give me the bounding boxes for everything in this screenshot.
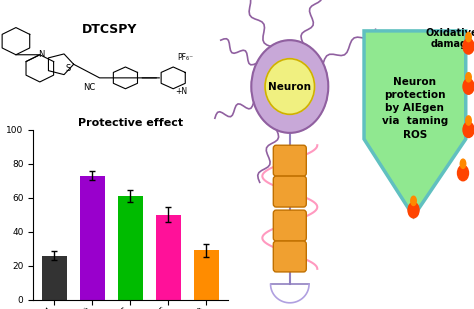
Polygon shape: [364, 31, 466, 216]
Ellipse shape: [408, 202, 419, 218]
Bar: [156, 215, 181, 300]
Text: NC: NC: [83, 83, 96, 92]
Text: N: N: [38, 50, 45, 59]
Ellipse shape: [466, 73, 471, 82]
Ellipse shape: [466, 32, 471, 42]
Text: S: S: [65, 64, 70, 73]
Ellipse shape: [460, 159, 466, 168]
Bar: [118, 196, 143, 300]
Ellipse shape: [463, 122, 474, 138]
Circle shape: [265, 59, 315, 114]
Text: Neuron: Neuron: [268, 82, 311, 91]
Text: +N: +N: [175, 87, 187, 96]
Text: Oxidative
damage: Oxidative damage: [426, 28, 474, 49]
Ellipse shape: [463, 39, 474, 54]
Text: Neuron
protection
by AIEgen
via  taming
ROS: Neuron protection by AIEgen via taming R…: [382, 77, 448, 140]
FancyBboxPatch shape: [273, 145, 306, 176]
Bar: [194, 250, 219, 300]
Bar: [42, 256, 67, 300]
FancyBboxPatch shape: [273, 210, 306, 241]
Title: Protective effect: Protective effect: [78, 118, 183, 128]
Ellipse shape: [463, 79, 474, 94]
Ellipse shape: [411, 196, 416, 205]
FancyBboxPatch shape: [273, 176, 306, 207]
Ellipse shape: [466, 116, 471, 125]
FancyBboxPatch shape: [273, 241, 306, 272]
Ellipse shape: [457, 165, 468, 181]
Text: DTCSPY: DTCSPY: [82, 23, 137, 36]
Text: PF₆⁻: PF₆⁻: [177, 53, 193, 62]
Ellipse shape: [251, 40, 328, 133]
Bar: [80, 176, 105, 300]
